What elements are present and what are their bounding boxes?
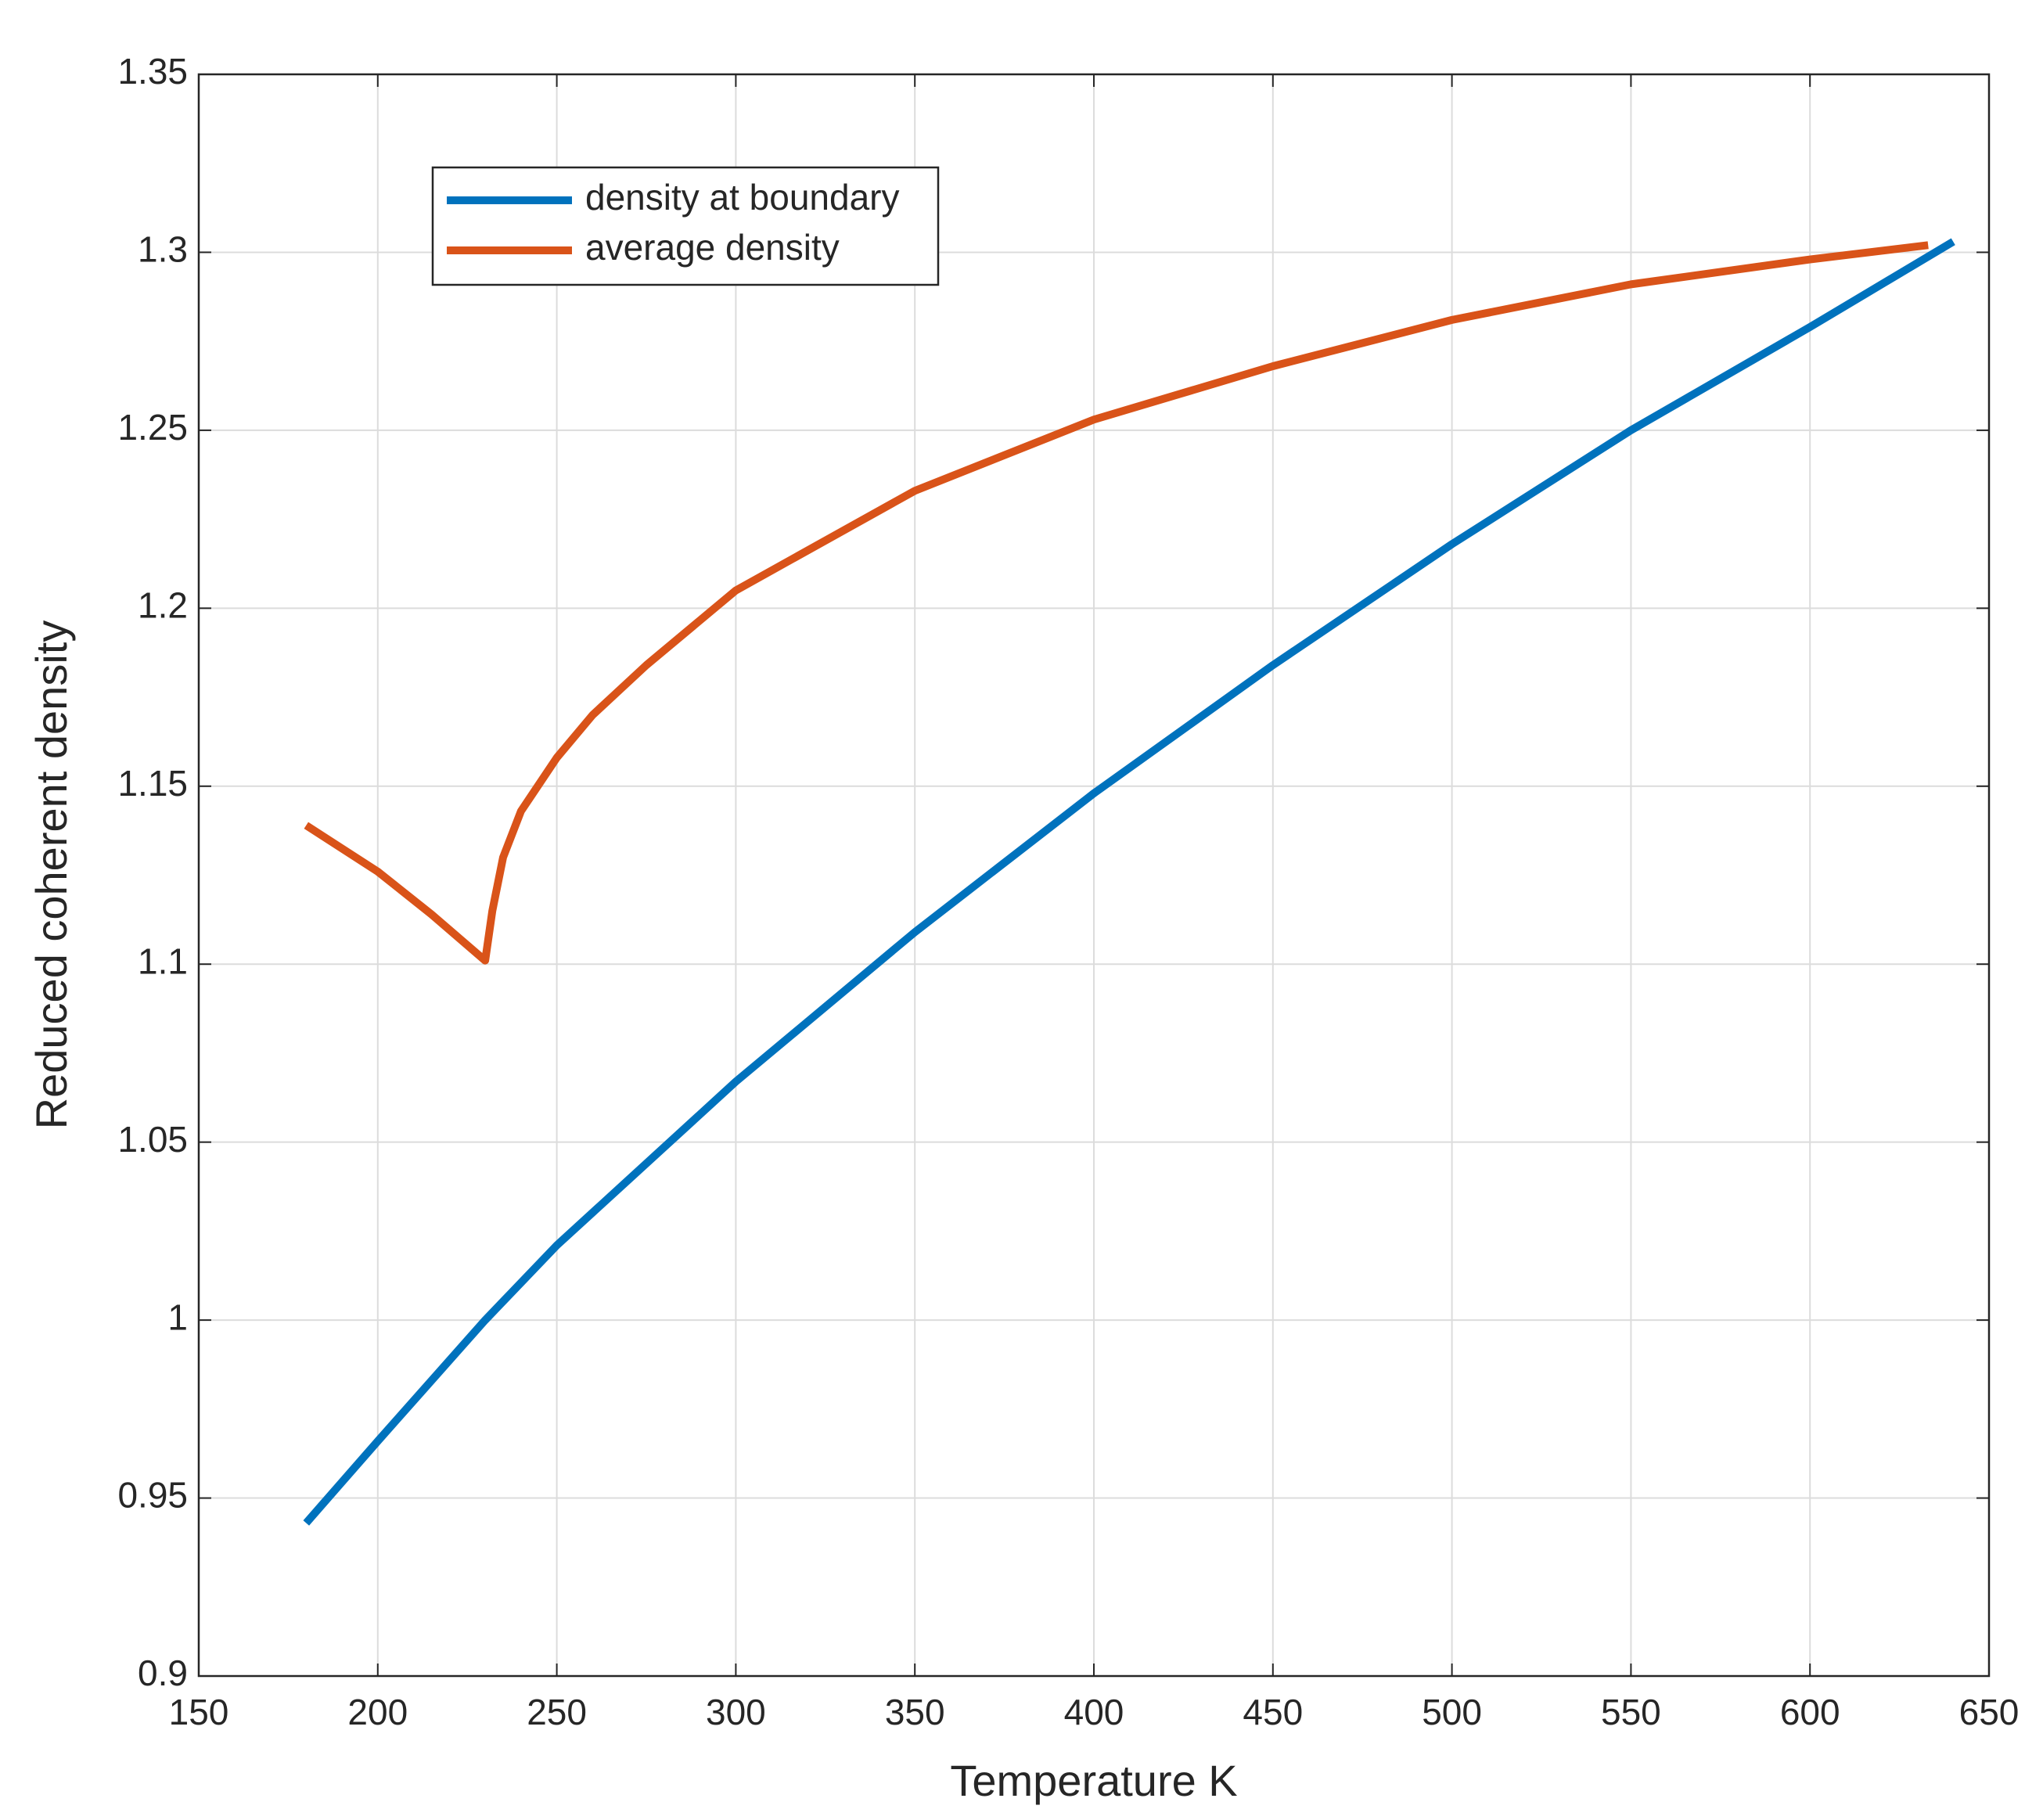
axes-box [197,73,1991,1678]
x-tick-label: 550 [1601,1692,1661,1732]
y-axis-label: Reduced coherent density [27,620,76,1130]
y-tick-label: 0.95 [117,1475,188,1516]
x-tick-label: 150 [169,1692,229,1732]
y-tick-label: 1.2 [138,584,188,625]
x-tick-label: 250 [527,1692,587,1732]
y-tick-label: 0.9 [138,1653,188,1693]
x-tick-label: 500 [1422,1692,1482,1732]
x-tick-label: 650 [1959,1692,2020,1732]
x-tick-label: 600 [1780,1692,1840,1732]
y-tick-label: 1.1 [138,941,188,981]
x-tick-label: 450 [1243,1692,1303,1732]
legend-label: average density [585,227,840,268]
y-tick-label: 1 [167,1297,188,1337]
legend-label: density at boundary [585,177,900,218]
y-tick-label: 1.15 [117,763,188,804]
x-tick-label: 300 [706,1692,766,1732]
x-tick-label: 350 [885,1692,945,1732]
x-axis-label: Temperature K [950,1756,1237,1805]
x-tick-label: 400 [1064,1692,1124,1732]
y-tick-label: 1.05 [117,1119,188,1160]
y-tick-label: 1.35 [117,51,188,92]
y-tick-label: 1.3 [138,229,188,270]
data-line [304,241,1929,965]
legend-box [431,166,940,286]
y-tick-label: 1.25 [117,407,188,448]
x-tick-label: 200 [347,1692,408,1732]
data-line [303,238,1955,1526]
